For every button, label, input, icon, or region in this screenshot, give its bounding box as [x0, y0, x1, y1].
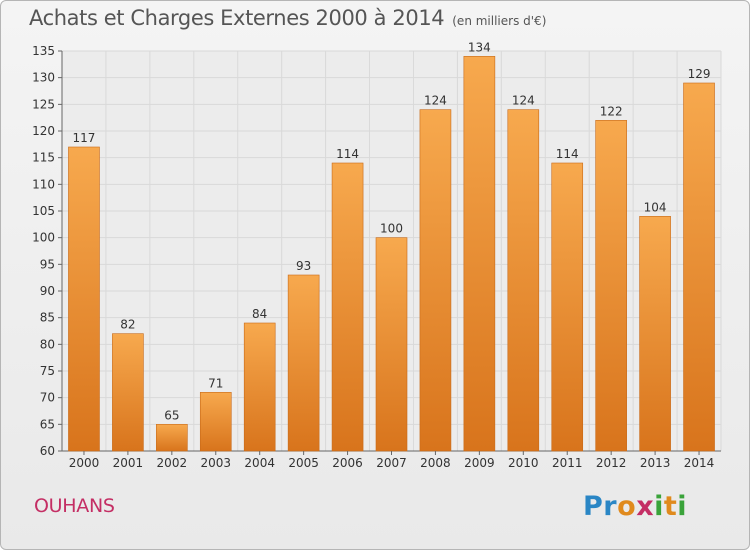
x-tick-label: 2001	[113, 456, 144, 470]
chart-subtitle: (en milliers d'€)	[452, 14, 547, 28]
y-tick-label: 65	[40, 417, 55, 431]
data-label: 82	[120, 318, 135, 332]
bar	[639, 216, 671, 452]
y-tick-label: 130	[32, 71, 55, 85]
x-tick-label: 2002	[157, 456, 188, 470]
data-label: 117	[73, 131, 96, 145]
data-label: 124	[512, 94, 535, 108]
y-tick-label: 70	[40, 391, 55, 405]
bar	[551, 162, 584, 452]
y-tick-label: 75	[40, 364, 55, 378]
data-label: 93	[296, 259, 311, 273]
y-tick-label: 95	[40, 257, 55, 271]
data-label: 124	[424, 94, 447, 108]
commune-name: OUHANS	[34, 495, 115, 517]
y-tick-label: 115	[32, 151, 55, 165]
y-tick-label: 120	[32, 124, 55, 138]
data-label: 84	[252, 307, 267, 321]
data-label: 71	[208, 376, 223, 390]
bar	[463, 56, 496, 452]
bar	[419, 109, 452, 452]
y-tick-label: 90	[40, 284, 55, 298]
bar	[595, 120, 627, 452]
chart-title: Achats et Charges Externes 2000 à 2014 (e…	[29, 6, 546, 30]
proxiti-logo: Proxiti	[583, 491, 688, 522]
data-label: 104	[644, 200, 667, 214]
bar	[243, 322, 276, 452]
data-label: 134	[468, 40, 491, 54]
y-tick-label: 135	[32, 44, 55, 58]
x-tick-label: 2000	[69, 456, 100, 470]
x-tick-label: 2014	[684, 456, 715, 470]
y-tick-label: 105	[32, 204, 55, 218]
data-label: 65	[164, 408, 179, 422]
y-tick-label: 80	[40, 337, 55, 351]
bar	[683, 82, 715, 452]
bar	[287, 274, 320, 452]
x-tick-label: 2006	[332, 456, 363, 470]
data-label: 114	[556, 147, 579, 161]
data-label: 114	[336, 147, 359, 161]
x-tick-label: 2005	[288, 456, 319, 470]
bar	[156, 424, 188, 452]
bar	[112, 333, 144, 452]
bar	[331, 162, 364, 452]
x-tick-label: 2009	[464, 456, 495, 470]
x-tick-label: 2008	[420, 456, 451, 470]
x-tick-label: 2011	[552, 456, 583, 470]
x-tick-label: 2007	[376, 456, 407, 470]
bar	[68, 146, 100, 452]
data-label: 122	[600, 104, 623, 118]
chart-title-text: Achats et Charges Externes 2000 à 2014	[29, 6, 445, 30]
x-tick-label: 2010	[508, 456, 539, 470]
bar	[375, 237, 408, 452]
y-tick-label: 60	[40, 444, 55, 458]
data-label: 100	[380, 222, 403, 236]
x-tick-label: 2003	[200, 456, 231, 470]
bar	[199, 392, 232, 452]
bar	[507, 109, 540, 452]
y-tick-label: 85	[40, 311, 55, 325]
y-tick-label: 100	[32, 231, 55, 245]
x-tick-label: 2013	[640, 456, 671, 470]
y-tick-label: 110	[32, 177, 55, 191]
x-tick-label: 2012	[596, 456, 627, 470]
x-tick-label: 2004	[244, 456, 275, 470]
y-tick-label: 125	[32, 97, 55, 111]
data-label: 129	[688, 67, 711, 81]
